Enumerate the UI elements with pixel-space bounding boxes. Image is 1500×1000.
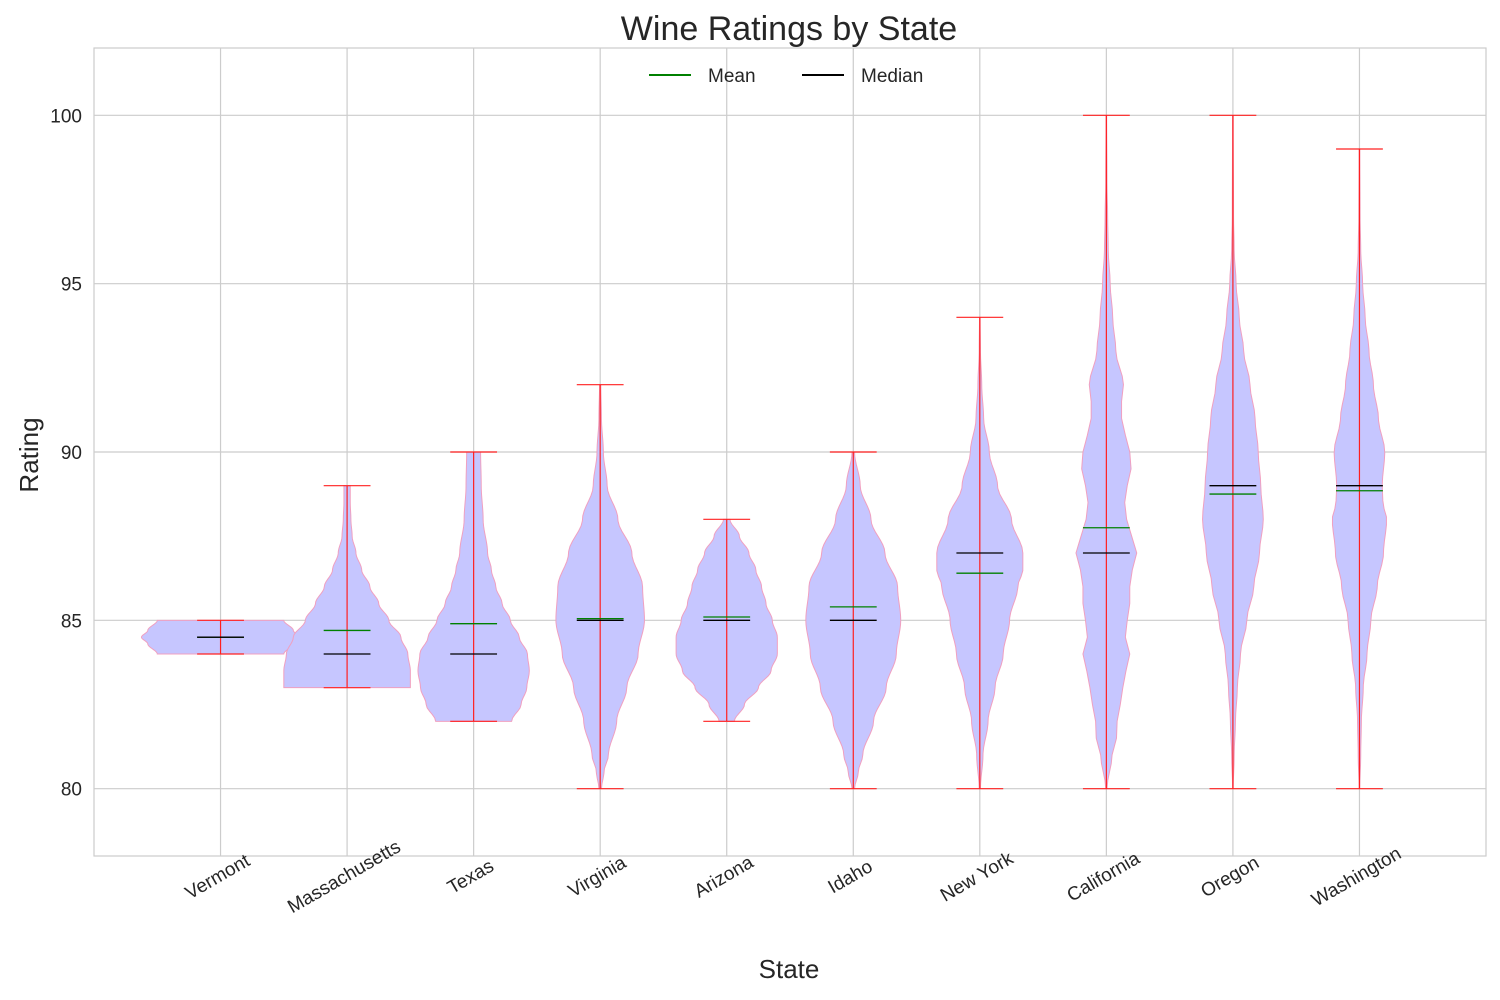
y-axis-ticks: 80 85 90 95 100 bbox=[50, 106, 82, 800]
x-tick-label: Vermont bbox=[182, 850, 254, 904]
chart-title: Wine Ratings by State bbox=[621, 10, 957, 48]
x-tick-label: Idaho bbox=[825, 856, 877, 898]
y-axis-label: Rating bbox=[14, 417, 44, 492]
y-tick-label: 90 bbox=[61, 443, 82, 464]
legend-label-mean: Mean bbox=[708, 66, 756, 87]
x-tick-label: Oregon bbox=[1197, 852, 1262, 902]
x-tick-label: Arizona bbox=[691, 852, 758, 903]
legend-label-median: Median bbox=[861, 66, 923, 87]
violin-markers bbox=[197, 114, 1383, 790]
x-tick-label: Texas bbox=[444, 856, 497, 899]
y-tick-label: 80 bbox=[61, 780, 82, 801]
x-tick-label: California bbox=[1064, 848, 1144, 907]
x-tick-label: New York bbox=[937, 848, 1017, 907]
x-axis-label: State bbox=[759, 954, 820, 984]
x-tick-label: Virginia bbox=[565, 852, 630, 902]
y-tick-label: 100 bbox=[50, 106, 82, 127]
legend: Mean Median bbox=[649, 66, 923, 87]
y-tick-label: 95 bbox=[61, 275, 82, 296]
y-tick-label: 85 bbox=[61, 611, 82, 632]
